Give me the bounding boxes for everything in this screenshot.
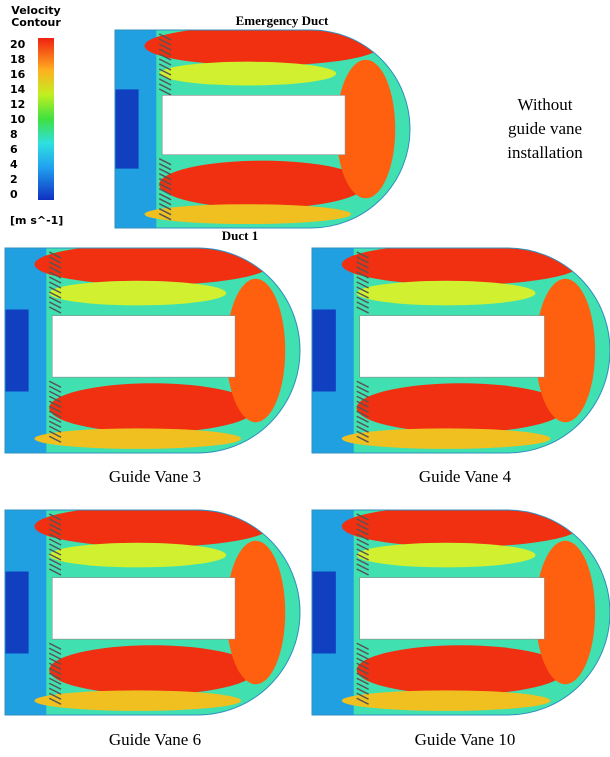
duct-contour xyxy=(312,506,610,715)
top-mid xyxy=(159,62,336,86)
inlet-core xyxy=(312,572,336,654)
legend-tick-label: 0 xyxy=(10,188,18,201)
top-mid xyxy=(49,543,226,568)
bottom-jet xyxy=(357,645,566,694)
top-jet xyxy=(342,506,580,547)
legend-tick-label: 2 xyxy=(10,173,18,186)
duct-contour xyxy=(312,244,610,453)
legend-tick-label: 10 xyxy=(10,113,26,126)
bottom-jet xyxy=(49,383,256,432)
section-title: Duct 1 xyxy=(222,228,258,243)
legend-tick-label: 20 xyxy=(10,38,26,51)
top-jet xyxy=(35,506,271,547)
inner-wall xyxy=(52,578,235,640)
duct-contour xyxy=(115,26,410,228)
top-jet xyxy=(342,244,580,285)
bottom-jet xyxy=(49,645,256,694)
inlet-core xyxy=(5,572,29,654)
inner-wall xyxy=(162,95,345,154)
legend-tick-label: 14 xyxy=(10,83,26,96)
top-mid xyxy=(49,281,226,306)
inlet-core xyxy=(5,310,29,392)
inlet-core xyxy=(115,89,139,168)
bottom-edge xyxy=(342,428,551,449)
legend-title-line1: VelocityContour xyxy=(11,4,61,29)
duct-contour xyxy=(5,244,300,453)
top-mid xyxy=(357,543,536,568)
inner-wall xyxy=(360,316,545,378)
legend-tick-label: 8 xyxy=(10,128,18,141)
colorbar xyxy=(38,38,54,200)
legend-tick-label: 12 xyxy=(10,98,25,111)
top-jet xyxy=(145,26,381,66)
legend-tick-label: 18 xyxy=(10,53,25,66)
top-title: Emergency Duct xyxy=(236,13,329,28)
bottom-edge xyxy=(145,204,352,224)
figure: VelocityContour [m s^-1] Emergency Duct … xyxy=(0,0,610,757)
bottom-jet xyxy=(159,161,366,209)
panel-caption: Guide Vane 6 xyxy=(109,730,201,749)
top-mid xyxy=(357,281,536,306)
panel-caption: Guide Vane 10 xyxy=(415,730,516,749)
bottom-edge xyxy=(35,428,242,449)
panel-caption: Guide Vane 3 xyxy=(109,467,201,486)
legend-tick-label: 4 xyxy=(10,158,18,171)
inlet-core xyxy=(312,310,336,392)
note: Withoutguide vaneinstallation xyxy=(507,95,583,162)
inner-wall xyxy=(52,316,235,378)
panel-caption: Guide Vane 4 xyxy=(419,467,512,486)
legend-tick-label: 6 xyxy=(10,143,18,156)
duct-contour xyxy=(5,506,300,715)
top-jet xyxy=(35,244,271,285)
legend-unit: [m s^-1] xyxy=(10,214,63,227)
legend-tick-label: 16 xyxy=(10,68,26,81)
inner-wall xyxy=(360,578,545,640)
bottom-jet xyxy=(357,383,566,432)
bottom-edge xyxy=(342,690,551,711)
bottom-edge xyxy=(35,690,242,711)
